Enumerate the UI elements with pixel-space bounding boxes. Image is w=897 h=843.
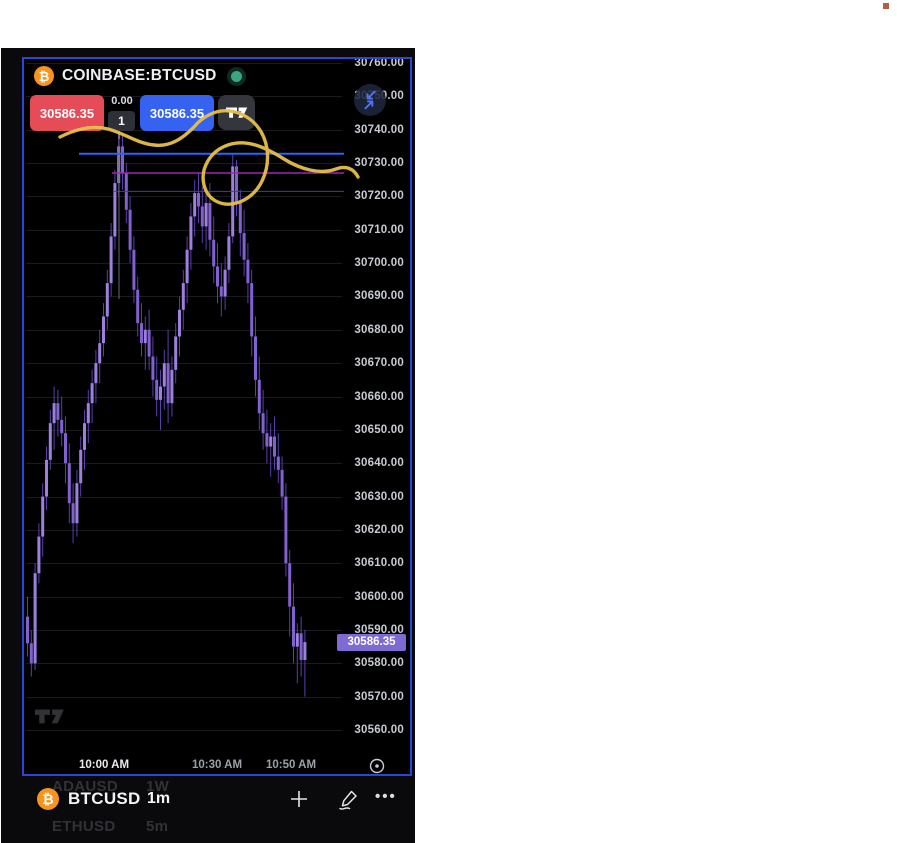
price-axis-label: 30760.00 (354, 57, 404, 69)
collapse-chart-button[interactable] (354, 84, 386, 116)
spread-value: 0.00 (111, 95, 133, 107)
price-axis-label: 30600.00 (354, 590, 404, 603)
gridline (26, 663, 342, 665)
price-axis-label: 30580.00 (354, 657, 404, 670)
tradingview-logo-button[interactable] (218, 95, 255, 130)
gridline (26, 563, 342, 565)
price-axis-label: 30560.00 (354, 724, 404, 736)
watchlist-row-adausd[interactable]: ADAUSD 1W (52, 778, 169, 795)
gridline (26, 429, 342, 431)
draw-button[interactable] (335, 787, 361, 818)
watchlist-row-ethusd[interactable]: ETHUSD 5m (52, 818, 168, 835)
price-axis-label: 30680.00 (354, 323, 404, 336)
candlestick-chart[interactable] (24, 59, 410, 774)
watchlist-symbol: ETHUSD (52, 818, 116, 835)
watchlist-interval: 5m (146, 818, 169, 835)
gridline (26, 363, 342, 365)
chart-card[interactable]: 30760.0030750.0030740.0030730.0030720.00… (22, 57, 412, 776)
gridline (26, 396, 342, 398)
price-axis-label: 30740.00 (354, 123, 404, 136)
gridline (26, 463, 342, 465)
record-indicator-dot (883, 3, 889, 9)
buy-button[interactable]: 30586.35 (140, 95, 214, 131)
price-axis-label: 30730.00 (354, 157, 404, 170)
price-axis-label: 30670.00 (354, 357, 404, 370)
more-options-button[interactable]: ••• (375, 788, 397, 805)
bottom-bar-symbol[interactable]: BTCUSD (68, 789, 141, 808)
tradingview-watermark-icon (35, 709, 65, 730)
time-axis-label[interactable]: 10:00 AM (78, 759, 130, 771)
sell-button[interactable]: 30586.35 (30, 95, 104, 131)
bottom-bar-interval-button[interactable]: 1m (147, 790, 171, 807)
price-axis-label: 30710.00 (354, 223, 404, 236)
price-axis-label: 30690.00 (354, 290, 404, 303)
bitcoin-icon: ₿ (34, 66, 54, 86)
price-axis[interactable]: 30760.0030750.0030740.0030730.0030720.00… (24, 59, 410, 774)
time-axis-label[interactable]: 10:30 AM (191, 759, 243, 771)
add-button[interactable] (287, 787, 311, 816)
gridline (26, 229, 342, 231)
marker-pen-icon (339, 790, 357, 810)
time-axis-label[interactable]: 10:50 AM (265, 759, 317, 771)
price-axis-label: 30660.00 (354, 390, 404, 403)
price-axis-label: 30570.00 (354, 690, 404, 703)
gridline (26, 596, 342, 598)
plus-icon (291, 791, 307, 807)
price-axis-label: 30620.00 (354, 523, 404, 536)
collapse-arrows-icon (364, 90, 376, 110)
watchlist-symbol: ADAUSD (52, 778, 118, 795)
watchlist-interval: 1W (146, 778, 170, 795)
current-price-tag: 30586.35 (337, 633, 406, 651)
price-axis-label: 30720.00 (354, 190, 404, 203)
quantity-selector[interactable]: 1 (108, 111, 135, 131)
current-price-value: 30586.35 (347, 636, 396, 649)
price-axis-label: 30650.00 (354, 423, 404, 436)
gridline (26, 263, 342, 265)
price-axis-label: 30630.00 (354, 490, 404, 503)
market-open-status-dot (230, 70, 242, 82)
gridline (26, 629, 342, 631)
price-axis-label: 30700.00 (354, 257, 404, 270)
symbol-title[interactable]: COINBASE:BTCUSD (62, 67, 217, 84)
gridline (26, 696, 342, 698)
tradingview-logo-icon (225, 107, 247, 118)
chart-header: ₿ COINBASE:BTCUSD (34, 64, 242, 88)
gridline (26, 63, 342, 64)
gridline (26, 730, 342, 731)
bottom-bar: ₿ BTCUSD 1m ••• (1, 788, 415, 818)
price-axis-label: 30640.00 (354, 457, 404, 470)
bitcoin-icon: ₿ (37, 788, 59, 810)
price-axis-label: 30610.00 (354, 557, 404, 570)
gridline (26, 329, 342, 331)
price-scale-settings-icon[interactable] (368, 757, 386, 774)
gridline (26, 496, 342, 498)
price-axis-label: 30590.00 (354, 623, 404, 636)
gridline (26, 529, 342, 531)
